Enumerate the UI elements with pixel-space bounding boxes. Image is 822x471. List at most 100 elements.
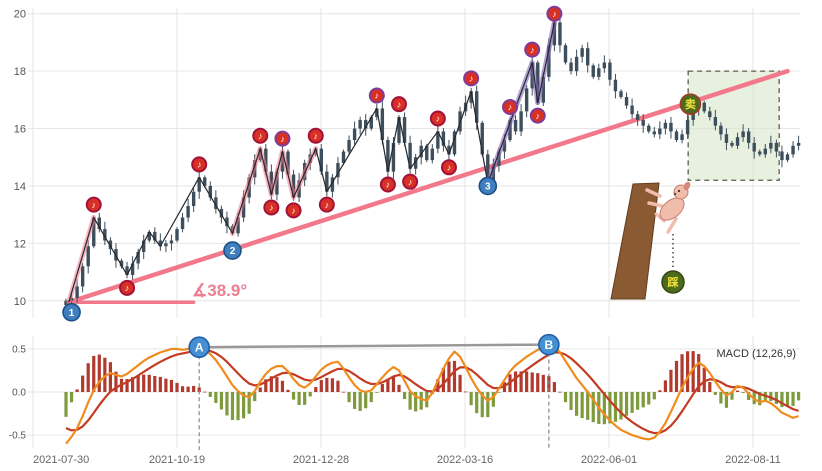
pivot-marker-circle[interactable]	[119, 279, 136, 296]
sell-marker[interactable]: 卖	[679, 93, 702, 115]
candle	[208, 185, 212, 198]
macd-histogram-bar	[103, 357, 107, 392]
candle	[169, 240, 174, 244]
candle	[347, 140, 351, 152]
sell-marker-circle[interactable]	[679, 93, 702, 115]
wave-point-3[interactable]: 3	[478, 176, 498, 196]
pivot-marker-glyph: ♪	[397, 99, 402, 109]
candle	[291, 174, 296, 198]
candle	[469, 91, 473, 103]
pivot-marker-circle[interactable]	[263, 199, 280, 216]
step-marker-circle[interactable]	[661, 270, 685, 294]
pivot-marker[interactable]: ♪	[252, 127, 269, 144]
candle	[619, 91, 623, 97]
pivot-marker-circle[interactable]	[318, 196, 335, 213]
macd-marker-circle[interactable]	[188, 336, 210, 359]
candle	[597, 68, 601, 77]
pivot-marker[interactable]: ♪	[285, 202, 302, 219]
pivot-marker[interactable]: ♪	[307, 127, 324, 144]
candle	[330, 177, 335, 192]
pivot-marker[interactable]: ♪	[85, 196, 102, 213]
pivot-marker[interactable]: ♪	[463, 70, 480, 87]
pivot-marker-circle[interactable]	[429, 110, 446, 127]
pivot-marker-circle[interactable]	[85, 196, 102, 213]
macd-marker-B[interactable]: B	[538, 333, 560, 356]
forecast-box	[687, 70, 780, 181]
wave-point-circle[interactable]	[478, 176, 498, 196]
dog-nose	[673, 192, 677, 196]
pivot-marker-circle[interactable]	[402, 173, 419, 190]
pivot-marker-glyph: ♪	[530, 45, 535, 55]
macd-histogram-bar	[724, 392, 729, 408]
macd-y-axis-label: 0.5	[12, 344, 26, 355]
candle	[197, 177, 201, 192]
candle	[391, 142, 396, 172]
candle	[413, 157, 418, 169]
macd-marker-A[interactable]: A	[188, 336, 210, 359]
pivot-marker[interactable]: ♪	[119, 279, 136, 296]
pivot-marker-glyph: ♪	[386, 180, 391, 190]
pivot-marker[interactable]: ♪	[368, 87, 385, 104]
pivot-marker-glyph: ♪	[314, 131, 319, 141]
pivot-marker-circle[interactable]	[274, 130, 291, 147]
macd-histogram-bar	[258, 387, 262, 392]
macd-histogram-bar	[702, 367, 706, 392]
pivot-marker[interactable]: ♪	[529, 107, 546, 124]
candle	[275, 171, 279, 195]
pivot-marker-glyph: ♪	[436, 114, 441, 124]
pivot-marker[interactable]: ♪	[440, 159, 457, 176]
pivot-marker-circle[interactable]	[529, 107, 546, 124]
macd-marker-circle[interactable]	[538, 333, 560, 356]
candle	[758, 151, 762, 155]
pivot-marker[interactable]: ♪	[391, 96, 407, 113]
pivot-marker[interactable]: ♪	[191, 156, 208, 173]
pivot-marker[interactable]: ♪	[402, 173, 419, 190]
wave-point-label: 2	[230, 246, 236, 257]
pivot-marker-circle[interactable]	[307, 127, 324, 144]
pivot-marker[interactable]: ♪	[318, 196, 335, 213]
macd-histogram-bar	[186, 386, 190, 392]
macd-histogram-bar	[236, 392, 240, 421]
pivot-marker-circle[interactable]	[546, 5, 563, 22]
candle	[319, 148, 323, 172]
pivot-marker-circle[interactable]	[368, 87, 385, 104]
pivot-marker-circle[interactable]	[463, 70, 480, 87]
pivot-marker-circle[interactable]	[285, 202, 302, 219]
pivot-marker-circle[interactable]	[524, 41, 541, 58]
macd-histogram-bar	[669, 369, 673, 392]
cliff-illustration	[610, 182, 660, 300]
macd-histogram-bar	[541, 374, 545, 392]
pivot-marker[interactable]: ♪	[502, 99, 518, 116]
pivot-marker-circle[interactable]	[502, 99, 518, 116]
wave-point-1[interactable]: 1	[62, 302, 81, 322]
macd-histogram-bar	[203, 391, 207, 393]
pivot-marker[interactable]: ♪	[274, 130, 291, 147]
macd-histogram-bar	[180, 386, 185, 392]
step-marker[interactable]: 踩	[661, 270, 685, 294]
pivot-marker[interactable]: ♪	[263, 199, 280, 216]
wave-point-circle[interactable]	[62, 302, 81, 322]
pivot-marker[interactable]: ♪	[429, 110, 446, 127]
pivot-marker[interactable]: ♪	[546, 5, 563, 22]
pivot-marker[interactable]: ♪	[379, 176, 396, 193]
candle	[652, 131, 656, 135]
macd-histogram-bar	[491, 392, 495, 407]
wave-point-2[interactable]: 2	[223, 241, 242, 260]
wave-point-circle[interactable]	[223, 241, 242, 260]
candle	[502, 140, 507, 152]
pivot-marker-glyph: ♪	[469, 74, 474, 84]
candle	[680, 134, 684, 141]
pivot-marker-circle[interactable]	[252, 127, 269, 144]
macd-histogram-bar	[441, 367, 445, 392]
pivot-marker-circle[interactable]	[191, 156, 208, 173]
macd-histogram-bar	[630, 392, 634, 413]
candle	[375, 108, 379, 118]
macd-histogram-bar	[530, 372, 534, 392]
candle	[108, 240, 113, 250]
pivot-marker-circle[interactable]	[440, 159, 457, 176]
pivot-marker[interactable]: ♪	[524, 41, 541, 58]
pivot-marker-circle[interactable]	[391, 96, 407, 113]
macd-histogram-bar	[525, 371, 529, 392]
pivot-marker-glyph: ♪	[325, 200, 330, 210]
pivot-marker-circle[interactable]	[379, 176, 396, 193]
